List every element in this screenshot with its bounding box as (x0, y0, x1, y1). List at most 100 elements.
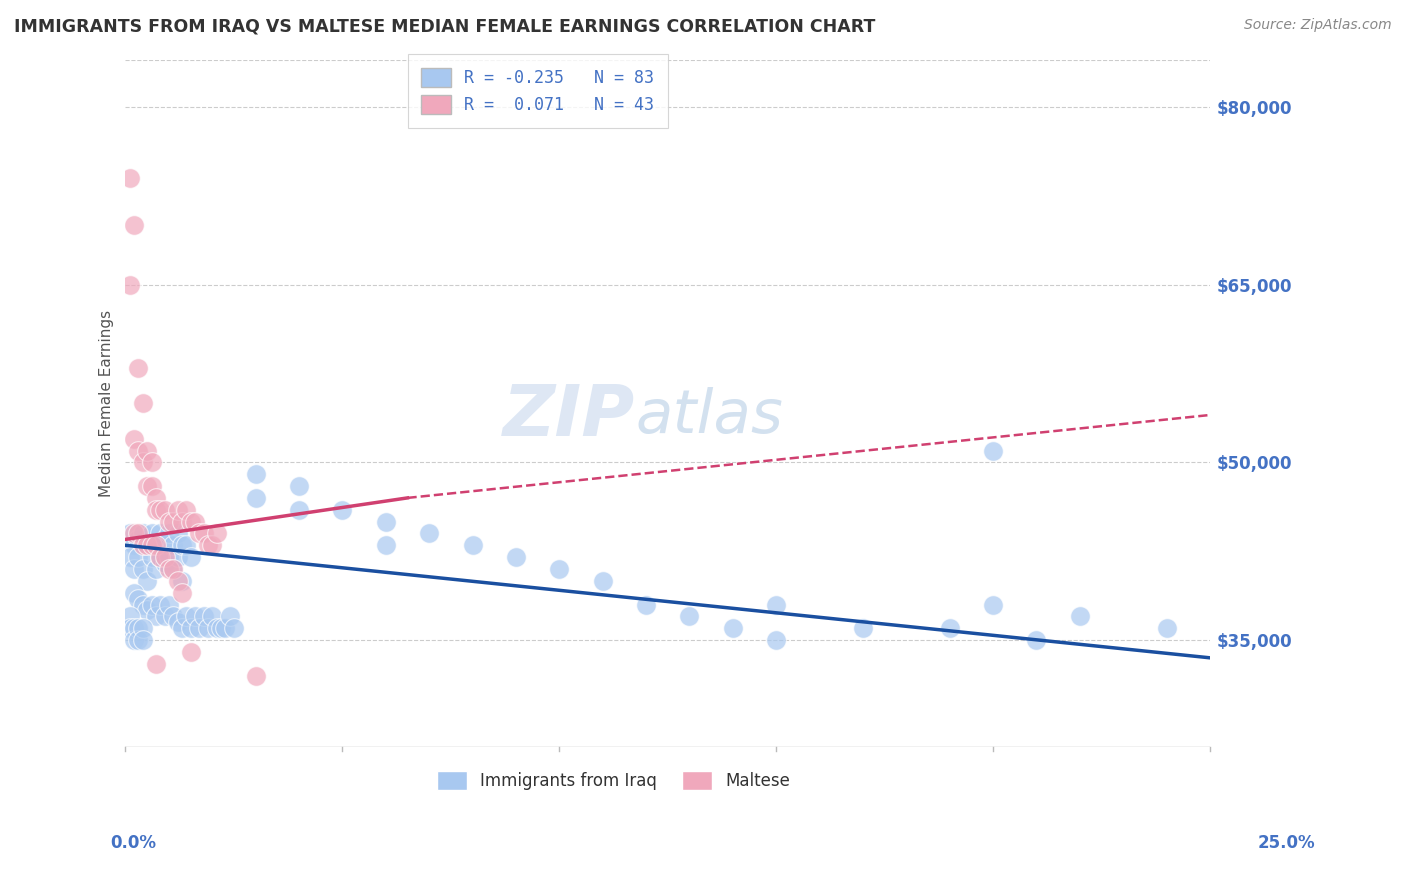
Point (245, 668, 267, 682)
Point (184, 515, 207, 529)
Point (132, 562, 155, 576)
Point (157, 550, 180, 565)
Point (1025, 633, 1047, 648)
Point (122, 585, 145, 599)
Point (288, 479, 311, 493)
Point (122, 562, 145, 576)
Point (205, 621, 228, 635)
Text: IMMIGRANTS FROM IRAQ VS MALTESE MEDIAN FEMALE EARNINGS CORRELATION CHART: IMMIGRANTS FROM IRAQ VS MALTESE MEDIAN F… (14, 18, 876, 36)
Point (132, 633, 155, 648)
Point (127, 633, 149, 648)
Point (214, 621, 236, 635)
Point (170, 585, 193, 599)
Point (245, 491, 267, 505)
Point (157, 526, 180, 541)
Point (174, 502, 197, 516)
Point (149, 550, 172, 565)
Point (132, 621, 155, 635)
Point (193, 609, 215, 624)
Legend: Immigrants from Iraq, Maltese: Immigrants from Iraq, Maltese (430, 764, 797, 797)
Point (592, 574, 614, 588)
Point (127, 443, 149, 458)
Point (170, 515, 193, 529)
Point (122, 538, 145, 552)
Point (136, 443, 159, 458)
Point (332, 502, 354, 516)
Point (193, 526, 215, 541)
Point (141, 455, 163, 469)
Point (188, 621, 211, 635)
Point (149, 526, 172, 541)
Point (141, 526, 163, 541)
Point (374, 538, 396, 552)
Point (678, 609, 700, 624)
Point (166, 502, 188, 516)
Point (132, 598, 155, 612)
Point (461, 538, 484, 552)
Point (1069, 609, 1091, 624)
Point (288, 502, 311, 516)
Point (149, 502, 172, 516)
Point (166, 550, 188, 565)
Point (136, 538, 159, 552)
Point (145, 562, 167, 576)
Point (132, 538, 155, 552)
Point (209, 621, 232, 635)
Point (197, 621, 219, 635)
Point (132, 526, 155, 541)
Point (201, 609, 224, 624)
Point (118, 277, 141, 292)
Point (157, 562, 180, 576)
Point (145, 491, 167, 505)
Point (166, 574, 188, 588)
Text: ZIP: ZIP (503, 383, 636, 451)
Point (127, 591, 149, 606)
Point (127, 621, 149, 635)
Point (765, 633, 787, 648)
Point (548, 562, 571, 576)
Point (218, 609, 240, 624)
Point (132, 455, 155, 469)
Point (127, 526, 149, 541)
Point (145, 657, 167, 671)
Point (418, 526, 440, 541)
Point (245, 467, 267, 482)
Text: 25.0%: 25.0% (1258, 834, 1315, 852)
Point (118, 171, 141, 186)
Point (141, 479, 163, 493)
Point (153, 502, 176, 516)
Point (122, 621, 145, 635)
Point (118, 621, 141, 635)
Point (162, 609, 184, 624)
Point (145, 538, 167, 552)
Point (162, 538, 184, 552)
Point (222, 621, 245, 635)
Point (153, 550, 176, 565)
Point (166, 615, 188, 630)
Point (170, 538, 193, 552)
Point (197, 538, 219, 552)
Point (505, 550, 527, 565)
Point (127, 360, 149, 375)
Point (180, 645, 202, 659)
Y-axis label: Median Female Earnings: Median Female Earnings (100, 310, 114, 497)
Point (938, 621, 960, 635)
Point (122, 526, 145, 541)
Point (166, 526, 188, 541)
Point (141, 598, 163, 612)
Point (149, 550, 172, 565)
Point (127, 550, 149, 565)
Point (118, 550, 141, 565)
Point (118, 526, 141, 541)
Point (180, 621, 202, 635)
Point (153, 609, 176, 624)
Point (118, 609, 141, 624)
Point (205, 526, 228, 541)
Text: 0.0%: 0.0% (111, 834, 156, 852)
Point (162, 515, 184, 529)
Point (122, 219, 145, 233)
Text: Source: ZipAtlas.com: Source: ZipAtlas.com (1244, 18, 1392, 32)
Point (145, 502, 167, 516)
Point (634, 598, 657, 612)
Point (122, 633, 145, 648)
